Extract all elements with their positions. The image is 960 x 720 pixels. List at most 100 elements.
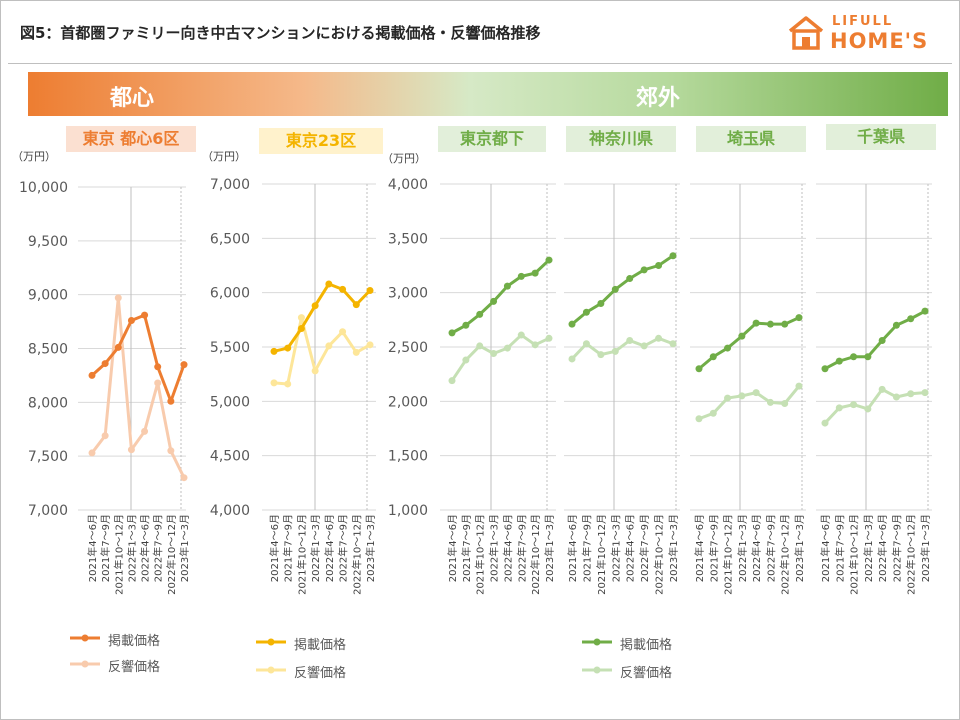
x-tick-label: 2022年4～6月 <box>501 514 514 582</box>
data-point-listing <box>297 325 305 333</box>
data-point-listing <box>503 282 511 290</box>
data-point-listing <box>821 365 829 373</box>
data-point-listing <box>568 320 576 328</box>
legend-swatch-listing <box>256 638 286 646</box>
data-point-listing <box>154 363 162 371</box>
x-tick-label: 2022年4～6月 <box>876 514 889 582</box>
x-tick-label: 2021年7～9月 <box>580 514 593 582</box>
x-tick-label: 2021年4～6月 <box>268 514 281 582</box>
x-tick-label: 2022年10～12月 <box>653 514 666 595</box>
data-point-listing <box>709 353 717 361</box>
data-point-listing <box>180 361 188 369</box>
legend-text: 掲載価格 <box>108 634 161 649</box>
unit-label-chart3: （万円） <box>382 152 426 165</box>
region-label-tokyo-central6: 東京 都心6区 <box>66 126 196 152</box>
x-tick-label: 2021年7～9月 <box>460 514 473 582</box>
y-tick-label: 2,000 <box>388 394 428 410</box>
legend-item-listing: 掲載価格 <box>68 630 208 649</box>
x-tick-label: 2023年1～3月 <box>919 514 932 582</box>
data-point-listing <box>766 320 774 328</box>
data-point-listing <box>462 321 470 329</box>
y-tick-label: 9,000 <box>28 288 68 304</box>
legend-text: 反響価格 <box>620 666 673 681</box>
data-point-inquiry <box>531 341 539 349</box>
x-tick-label: 2021年10～12月 <box>595 514 608 595</box>
data-point-inquiry <box>154 379 162 387</box>
x-tick-label: 2022年4～6月 <box>323 514 336 582</box>
x-tick-label: 2021年7～9月 <box>833 514 846 582</box>
data-point-listing <box>448 329 456 337</box>
x-tick-label: 2023年1～3月 <box>364 514 377 582</box>
y-tick-label: 6,000 <box>210 286 250 302</box>
data-point-inquiry <box>850 401 858 409</box>
legend-item-inquiry: 反響価格 <box>580 662 720 681</box>
x-tick-label: 2021年7～9月 <box>282 514 295 582</box>
x-tick-label: 2021年4～6月 <box>566 514 579 582</box>
x-tick-label: 2022年7～9月 <box>638 514 651 582</box>
data-point-inquiry <box>892 393 900 401</box>
legend-swatch-listing <box>70 634 100 642</box>
data-point-inquiry <box>907 390 915 398</box>
x-tick-label: 2021年4～6月 <box>693 514 706 582</box>
data-point-listing <box>545 256 553 264</box>
data-point-listing <box>490 297 498 305</box>
data-point-inquiry <box>476 342 484 350</box>
data-point-listing <box>907 315 915 323</box>
data-point-listing <box>582 308 590 316</box>
legend-text: 反響価格 <box>294 666 347 681</box>
logo-text-lifull: LIFULL <box>832 14 894 29</box>
x-tick-label: 2021年10～12月 <box>112 514 125 595</box>
region-label-tokyo23: 東京23区 <box>259 128 383 154</box>
data-point-inquiry <box>462 356 470 364</box>
region-label-tokyo-tama: 東京都下 <box>438 126 546 152</box>
legend-item-listing: 掲載価格 <box>580 634 720 653</box>
x-tick-label: 2021年7～9月 <box>707 514 720 582</box>
series-line-inquiry <box>273 316 371 386</box>
y-tick-label: 3,500 <box>388 231 428 247</box>
y-tick-label: 8,500 <box>28 342 68 358</box>
data-point-listing <box>752 319 760 327</box>
logo-text-homes: HOME'S <box>830 29 929 53</box>
x-tick-label: 2022年7～9月 <box>764 514 777 582</box>
x-tick-label: 2022年7～9月 <box>337 514 350 582</box>
x-tick-label: 2021年4～6月 <box>819 514 832 582</box>
y-tick-label: 5,500 <box>210 340 250 356</box>
data-point-inquiry <box>781 400 789 408</box>
data-point-inquiry <box>669 340 677 348</box>
x-tick-label: 2022年1～3月 <box>609 514 622 582</box>
data-point-listing <box>88 371 96 379</box>
x-tick-label: 2021年7～9月 <box>99 514 112 582</box>
data-point-inquiry <box>88 449 96 457</box>
data-point-inquiry <box>582 340 590 348</box>
data-point-listing <box>738 332 746 340</box>
data-point-listing <box>781 320 789 328</box>
data-point-listing <box>695 365 703 373</box>
x-tick-label: 2023年1～3月 <box>667 514 680 582</box>
data-point-listing <box>669 252 677 260</box>
y-tick-label: 8,000 <box>28 395 68 411</box>
data-point-listing <box>611 285 619 293</box>
data-point-inquiry <box>141 427 149 435</box>
data-point-listing <box>339 285 347 293</box>
x-tick-label: 2021年4～6月 <box>86 514 99 582</box>
data-point-listing <box>114 343 122 351</box>
region-label-kanagawa: 神奈川県 <box>566 126 676 152</box>
data-point-inquiry <box>490 350 498 358</box>
x-tick-label: 2022年10～12月 <box>779 514 792 595</box>
x-tick-label: 2022年10～12月 <box>350 514 363 595</box>
data-point-listing <box>597 300 605 308</box>
x-tick-label: 2022年10～12月 <box>165 514 178 595</box>
y-tick-label: 5,000 <box>210 394 250 410</box>
y-tick-label: 7,000 <box>28 503 68 519</box>
legend-swatch-inquiry <box>582 666 612 674</box>
data-point-inquiry <box>695 415 703 423</box>
title-divider <box>8 63 952 64</box>
series-line-listing <box>273 282 372 353</box>
legend-swatch-listing <box>582 638 612 646</box>
data-point-inquiry <box>503 344 511 352</box>
data-point-listing <box>127 317 135 325</box>
data-point-inquiry <box>180 474 188 482</box>
x-tick-label: 2022年7～9月 <box>152 514 165 582</box>
x-tick-label: 2022年10～12月 <box>905 514 918 595</box>
x-tick-label: 2022年1～3月 <box>862 514 875 582</box>
